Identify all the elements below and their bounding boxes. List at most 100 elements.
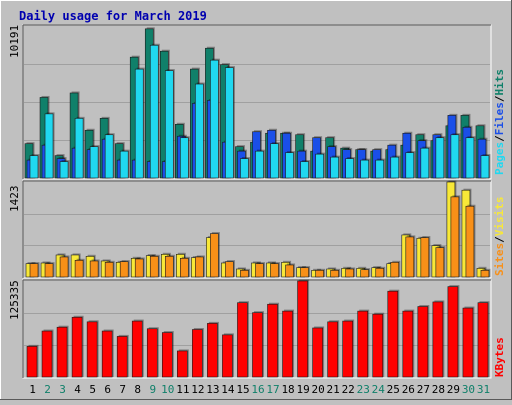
bar-kbytes-day-7 bbox=[116, 336, 128, 378]
bar-pages-day-10 bbox=[164, 70, 174, 179]
bar-pages-day-2 bbox=[44, 113, 54, 179]
bar-pages-day-9 bbox=[149, 44, 159, 179]
bar-kbytes-day-4 bbox=[71, 316, 83, 378]
bar-sites-day-14 bbox=[225, 261, 234, 278]
day-label-10: 10 bbox=[161, 383, 174, 396]
day-label-11: 11 bbox=[176, 383, 189, 396]
bar-sites-day-24 bbox=[375, 268, 385, 278]
legend-kbytes-text: KBytes bbox=[493, 337, 506, 377]
bar-kbytes-day-17 bbox=[267, 303, 278, 378]
bar-sites-day-9 bbox=[149, 256, 159, 278]
day-label-26: 26 bbox=[402, 383, 415, 396]
legend-hits: Hits bbox=[493, 69, 506, 96]
day-label-8: 8 bbox=[134, 383, 141, 396]
bar-kbytes-day-8 bbox=[131, 320, 143, 378]
bar-kbytes-day-3 bbox=[56, 326, 68, 378]
x-axis-day-labels: 1 2 3 4 5 6 7 8 9 10 11 12 13 14 15 16 17 18 19 20 21 22 23 24 2… bbox=[29, 383, 490, 396]
day-label-29: 29 bbox=[447, 383, 460, 396]
bar-kbytes-day-15 bbox=[237, 302, 248, 378]
day-label-27: 27 bbox=[417, 383, 430, 396]
day-label-4: 4 bbox=[74, 383, 81, 396]
legend-slash-3: / bbox=[493, 236, 506, 243]
kbytes-panel bbox=[24, 279, 490, 378]
bar-pages-day-16 bbox=[255, 150, 264, 179]
bar-kbytes-day-1 bbox=[26, 346, 38, 378]
day-label-18: 18 bbox=[281, 383, 294, 396]
bar-pages-day-7 bbox=[119, 150, 129, 179]
panel3-max-label: 125335 bbox=[8, 280, 21, 320]
bar-sites-day-18 bbox=[285, 264, 294, 278]
bar-kbytes-day-5 bbox=[86, 321, 98, 378]
bar-sites-day-5 bbox=[89, 260, 99, 278]
svg-text:Sites/Visits: Sites/Visits bbox=[493, 197, 506, 277]
bar-kbytes-day-19 bbox=[297, 280, 308, 378]
bar-sites-day-26 bbox=[405, 236, 415, 278]
bar-kbytes-day-25 bbox=[387, 290, 399, 378]
bar-sites-day-17 bbox=[270, 263, 279, 278]
bar-pages-day-21 bbox=[330, 156, 339, 179]
bar-kbytes-day-9 bbox=[146, 328, 158, 378]
bar-pages-day-24 bbox=[375, 159, 385, 179]
bar-sites-day-25 bbox=[390, 262, 400, 278]
panel1-max-label: 10191 bbox=[8, 25, 21, 58]
day-label-2: 2 bbox=[44, 383, 51, 396]
bar-sites-day-31 bbox=[480, 270, 490, 278]
bar-pages-day-29 bbox=[450, 134, 460, 179]
bar-kbytes-day-14 bbox=[222, 334, 233, 378]
bar-sites-day-6 bbox=[104, 262, 114, 278]
bar-sites-day-15 bbox=[240, 270, 249, 278]
bar-kbytes-day-11 bbox=[177, 350, 188, 378]
bar-sites-day-27 bbox=[420, 237, 430, 278]
day-label-20: 20 bbox=[312, 383, 325, 396]
bar-sites-day-21 bbox=[330, 270, 339, 278]
bar-kbytes-day-10 bbox=[161, 332, 173, 378]
legend-sites: Sites bbox=[493, 243, 506, 276]
bar-pages-day-20 bbox=[315, 153, 324, 179]
day-label-6: 6 bbox=[104, 383, 111, 396]
day-label-12: 12 bbox=[191, 383, 204, 396]
bar-kbytes-day-13 bbox=[207, 323, 218, 378]
day-label-14: 14 bbox=[221, 383, 235, 396]
bar-sites-day-13 bbox=[210, 233, 219, 278]
day-label-7: 7 bbox=[119, 383, 126, 396]
bar-sites-day-23 bbox=[360, 269, 370, 278]
day-label-9: 9 bbox=[149, 383, 156, 396]
bar-pages-day-28 bbox=[435, 137, 445, 179]
chart-title: Daily usage for March 2019 bbox=[19, 9, 207, 23]
day-label-13: 13 bbox=[206, 383, 219, 396]
bar-kbytes-day-24 bbox=[372, 313, 384, 378]
day-label-23: 23 bbox=[357, 383, 370, 396]
bar-sites-day-10 bbox=[164, 256, 174, 278]
bar-pages-day-12 bbox=[195, 83, 204, 179]
bar-kbytes-day-18 bbox=[282, 310, 293, 378]
hits-files-pages-panel bbox=[24, 27, 491, 179]
bar-pages-day-25 bbox=[390, 156, 400, 179]
bar-pages-day-1 bbox=[29, 155, 39, 179]
panel-frames bbox=[22, 24, 492, 379]
bar-pages-day-13 bbox=[210, 59, 219, 179]
bar-pages-day-8 bbox=[134, 68, 144, 179]
legend-sites-visits: Sites/Visits bbox=[493, 197, 506, 277]
day-label-3: 3 bbox=[59, 383, 66, 396]
bar-kbytes-day-6 bbox=[101, 330, 113, 378]
day-label-19: 19 bbox=[296, 383, 309, 396]
bar-pages-day-15 bbox=[240, 158, 249, 179]
day-label-28: 28 bbox=[432, 383, 445, 396]
legend-slash-2: / bbox=[493, 95, 506, 102]
legend-hits-files-pages: Pages/Files/Hits bbox=[493, 69, 506, 175]
day-label-5: 5 bbox=[89, 383, 96, 396]
bar-pages-day-19 bbox=[300, 161, 309, 179]
bar-pages-day-11 bbox=[180, 137, 189, 179]
bar-sites-day-12 bbox=[195, 256, 204, 278]
legend-slash-1: / bbox=[493, 135, 506, 142]
day-label-25: 25 bbox=[387, 383, 400, 396]
legend-visits: Visits bbox=[493, 197, 506, 237]
bar-sites-day-20 bbox=[315, 270, 324, 278]
day-label-31: 31 bbox=[477, 383, 490, 396]
bar-sites-day-28 bbox=[435, 247, 445, 278]
bar-sites-day-3 bbox=[59, 256, 69, 278]
bar-pages-day-14 bbox=[225, 67, 234, 179]
bar-kbytes-day-27 bbox=[417, 306, 429, 378]
